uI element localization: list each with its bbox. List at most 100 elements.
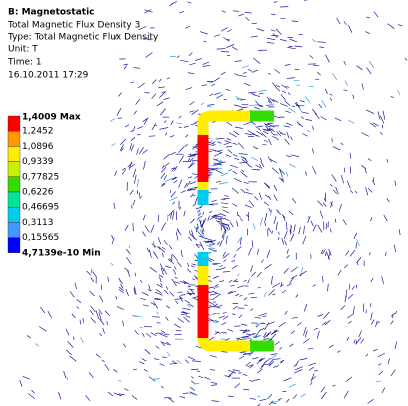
field-arrow: [366, 17, 370, 18]
field-arrow: [395, 341, 397, 349]
field-arrow: [341, 143, 343, 145]
field-arrow: [191, 381, 194, 384]
field-arrow: [177, 56, 180, 58]
field-arrow: [146, 53, 153, 58]
field-arrow: [240, 172, 247, 178]
field-arrow: [128, 271, 130, 277]
field-arrow: [296, 102, 300, 109]
field-arrow: [291, 267, 297, 272]
field-arrow: [380, 116, 384, 124]
field-arrow: [102, 360, 105, 362]
field-arrow: [118, 118, 122, 119]
field-arrow: [230, 165, 238, 168]
field-arrow: [380, 132, 382, 135]
field-arrow: [286, 123, 292, 126]
field-arrow: [175, 299, 182, 300]
field-arrow: [313, 65, 319, 66]
field-arrow: [214, 153, 222, 157]
field-arrow: [152, 80, 156, 84]
field-arrow: [371, 313, 373, 321]
field-arrow: [144, 369, 148, 371]
field-arrow: [264, 202, 269, 206]
field-arrow: [108, 277, 109, 282]
field-arrow: [217, 150, 223, 152]
field-arrow: [260, 217, 262, 225]
field-arrow: [184, 211, 185, 216]
field-arrow: [90, 291, 95, 296]
field-arrow: [241, 170, 244, 172]
legend-swatch: [8, 146, 20, 161]
field-arrow: [244, 280, 247, 282]
field-arrow: [350, 190, 353, 193]
field-arrow: [118, 93, 121, 97]
field-arrow: [135, 398, 138, 400]
field-arrow: [219, 281, 224, 282]
field-arrow: [221, 28, 227, 32]
field-arrow: [188, 177, 192, 178]
field-arrow: [348, 25, 352, 33]
field-arrow: [345, 81, 348, 86]
field-arrow: [317, 331, 319, 339]
field-arrow: [227, 122, 233, 126]
field-arrow: [368, 399, 374, 403]
field-arrow: [284, 126, 290, 127]
field-arrow: [137, 134, 141, 135]
field-arrow: [217, 242, 220, 245]
field-arrow: [235, 61, 242, 62]
field-arrow: [284, 378, 292, 381]
field-arrow: [329, 249, 332, 256]
field-arrow: [184, 183, 187, 188]
field-arrow: [39, 327, 46, 332]
field-arrow: [188, 357, 195, 360]
field-arrow: [253, 223, 256, 229]
header-line: Total Magnetic Flux Density 3: [7, 21, 140, 31]
field-arrow: [276, 222, 277, 230]
field-arrow: [185, 144, 188, 146]
field-arrow: [260, 164, 262, 169]
field-arrow: [110, 119, 115, 122]
field-arrow: [117, 108, 121, 115]
field-arrow: [142, 359, 147, 362]
field-arrow: [311, 221, 314, 227]
field-arrow: [201, 103, 204, 105]
field-arrow: [258, 313, 267, 316]
field-arrow: [250, 381, 254, 382]
field-arrow: [280, 347, 282, 350]
field-arrow: [170, 136, 174, 138]
field-arrow: [220, 265, 223, 266]
field-arrow: [164, 398, 168, 399]
field-arrow: [355, 191, 357, 193]
field-arrow: [175, 277, 178, 278]
field-arrow: [236, 221, 238, 227]
field-arrow: [221, 72, 226, 75]
field-arrow: [135, 273, 136, 276]
field-arrow: [192, 279, 195, 280]
field-arrow: [81, 337, 84, 343]
field-arrow: [356, 242, 357, 248]
field-arrow: [164, 240, 168, 245]
field-arrow: [383, 111, 385, 120]
field-arrow: [238, 238, 241, 243]
screenshot: B: Magnetostatic Total Magnetic Flux Den…: [0, 0, 408, 406]
field-arrow: [191, 266, 195, 267]
field-arrow: [271, 14, 275, 15]
field-arrow: [161, 173, 165, 179]
field-arrow: [233, 370, 240, 372]
field-arrow: [137, 126, 143, 128]
legend-label: 0,6226: [22, 188, 54, 198]
field-arrow: [238, 14, 244, 16]
field-arrow: [273, 366, 275, 368]
legend-swatch: [8, 116, 20, 131]
field-arrow: [176, 123, 182, 124]
field-arrow: [214, 35, 220, 37]
legend-swatch: [8, 192, 20, 207]
field-arrow: [344, 265, 348, 268]
field-arrow: [68, 341, 74, 347]
field-arrow: [267, 394, 272, 399]
field-arrow: [216, 170, 224, 174]
field-arrow: [229, 170, 232, 171]
field-arrow: [278, 237, 279, 240]
field-arrow: [117, 307, 124, 310]
field-arrow: [267, 38, 276, 40]
field-arrow: [210, 370, 215, 371]
